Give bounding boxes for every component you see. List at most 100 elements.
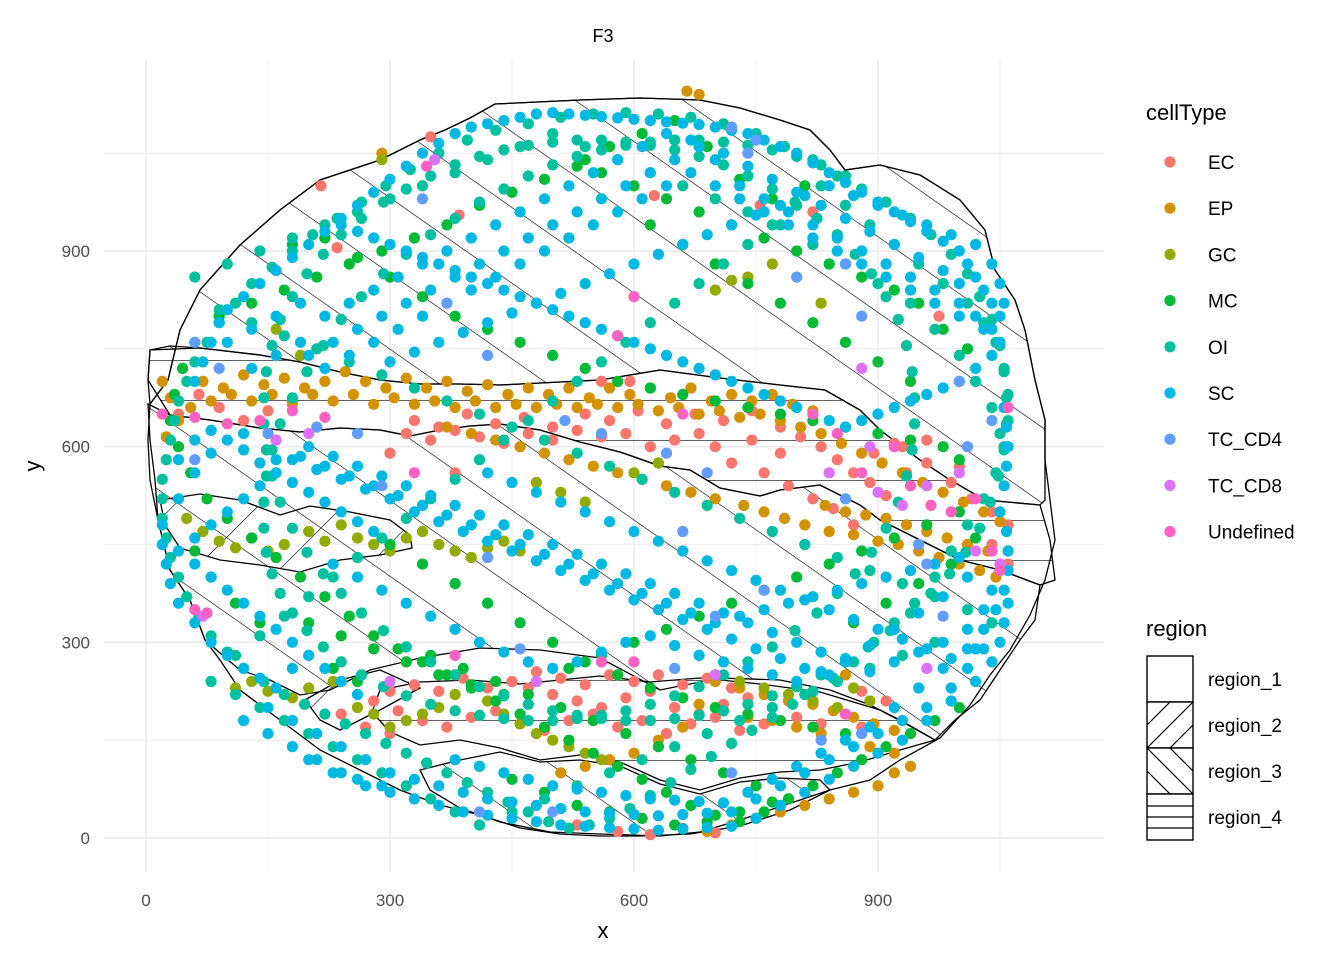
point-mc — [587, 747, 599, 759]
point-sc — [579, 278, 591, 290]
legend-hatch — [1146, 770, 1171, 795]
point-sc — [238, 444, 250, 456]
point-oi — [865, 268, 878, 280]
point-sc — [335, 506, 347, 518]
point-oi — [522, 715, 534, 727]
point-ep — [388, 392, 400, 404]
legend-item-tc_cd8: TC_CD8 — [1164, 476, 1282, 497]
point-mc — [888, 284, 900, 296]
point-sc — [677, 808, 689, 821]
point-gc — [758, 682, 770, 694]
point-oi — [701, 728, 713, 740]
point-mc — [791, 245, 803, 257]
legend-region: region region_1 region_2 region_3 region_4 — [1146, 616, 1282, 841]
point-sc — [473, 258, 486, 270]
point-ep — [888, 747, 900, 759]
point-sc — [327, 450, 339, 462]
point-sc — [750, 643, 762, 655]
point-sc — [498, 519, 510, 531]
point-oi — [286, 392, 298, 404]
legend-key — [1164, 526, 1176, 538]
point-sc — [270, 454, 282, 466]
point-gc — [181, 512, 193, 525]
point-sc — [677, 823, 689, 835]
point-sc — [669, 587, 681, 600]
point-ep — [502, 388, 514, 401]
point-ep — [299, 382, 311, 394]
point-sc — [547, 107, 559, 119]
legend-label: region_2 — [1208, 716, 1282, 737]
point-ec — [461, 408, 473, 420]
point-sc — [823, 415, 835, 427]
point-mc — [571, 799, 583, 812]
point-ep — [660, 480, 673, 492]
point-sc — [921, 702, 933, 714]
point-sc — [238, 493, 250, 505]
series-undefined — [156, 160, 1014, 720]
point-sc — [815, 199, 827, 211]
point-ec — [238, 415, 250, 427]
point-ec — [709, 441, 721, 453]
point-mc — [880, 741, 892, 753]
point-sc — [303, 441, 315, 453]
point-oi — [839, 199, 852, 211]
point-oi — [685, 763, 697, 776]
point-oi — [896, 649, 909, 662]
y-tick-label: 300 — [62, 633, 90, 652]
point-sc — [701, 623, 713, 635]
point-ec — [425, 434, 437, 446]
point-tc_cd4 — [669, 662, 681, 675]
point-ec — [636, 715, 648, 727]
point-gc — [270, 323, 282, 335]
point-sc — [709, 369, 721, 381]
point-tc_cd8 — [953, 467, 965, 479]
point-ec — [315, 180, 327, 192]
point-ep — [665, 392, 677, 404]
point-sc — [961, 662, 974, 675]
point-tc_cd8 — [864, 441, 876, 453]
point-sc — [286, 636, 298, 648]
point-tc_cd4 — [856, 728, 868, 740]
point-oi — [774, 219, 787, 231]
point-ep — [652, 405, 665, 417]
point-sc — [782, 597, 795, 609]
point-gc — [213, 535, 225, 547]
point-oi — [498, 434, 510, 446]
point-ep — [880, 512, 892, 525]
point-ec — [660, 418, 673, 430]
point-sc — [604, 822, 616, 834]
point-mc — [563, 734, 575, 746]
point-mc — [278, 284, 290, 296]
point-sc — [571, 206, 583, 218]
point-oi — [506, 421, 518, 433]
point-oi — [260, 546, 272, 558]
point-mc — [709, 258, 721, 270]
point-oi — [766, 525, 778, 538]
point-tc_cd4 — [726, 121, 738, 133]
point-sc — [994, 336, 1006, 348]
point-sc — [831, 584, 843, 596]
point-oi — [473, 681, 486, 693]
point-oi — [880, 522, 892, 534]
point-sc — [303, 486, 315, 498]
point-ec — [408, 679, 420, 691]
point-sc — [172, 493, 185, 505]
point-oi — [904, 297, 917, 309]
point-mc — [449, 578, 461, 590]
point-oi — [864, 565, 876, 577]
point-ec — [848, 467, 860, 479]
point-ec — [547, 421, 559, 433]
point-sc — [701, 555, 713, 567]
point-sc — [604, 807, 616, 819]
point-mc — [913, 297, 925, 309]
point-undefined — [628, 291, 640, 303]
point-sc — [652, 824, 665, 836]
point-sc — [465, 284, 477, 296]
point-tc_cd4 — [482, 551, 494, 564]
point-oi — [693, 709, 705, 722]
point-mc — [636, 773, 648, 785]
point-ep — [681, 85, 693, 97]
point-sc — [994, 506, 1006, 518]
point-sc — [579, 806, 591, 818]
point-ep — [563, 382, 575, 394]
